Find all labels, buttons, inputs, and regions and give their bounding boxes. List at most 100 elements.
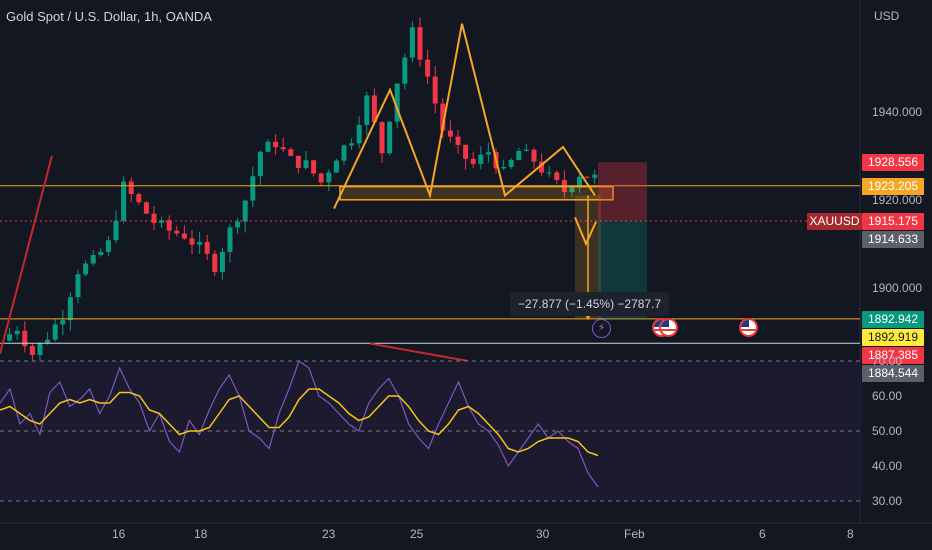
candle-body <box>166 220 172 231</box>
candle-body <box>432 76 438 104</box>
candle-body <box>470 158 476 164</box>
candle-body <box>531 149 537 162</box>
candle-body <box>455 136 461 145</box>
price-tag: 1928.556 <box>862 154 924 172</box>
time-axis-label: 6 <box>759 527 766 541</box>
candle-body <box>197 242 203 245</box>
time-axis-label: Feb <box>624 527 645 541</box>
symbol-tag: XAUUSD <box>807 213 862 231</box>
rsi-axis-label: 40.00 <box>872 459 903 473</box>
candle-body <box>569 187 575 193</box>
candle-body <box>402 57 408 84</box>
candle-body <box>204 242 210 254</box>
time-axis-label: 8 <box>847 527 854 541</box>
candle-body <box>546 172 552 174</box>
candle-body <box>371 95 377 123</box>
candle-body <box>440 103 446 131</box>
candle-body <box>409 27 415 58</box>
candle-body <box>113 220 119 241</box>
lightning-event-icon[interactable]: ⚡ <box>592 319 611 338</box>
candle-body <box>485 152 491 155</box>
time-axis-label: 16 <box>112 527 126 541</box>
candle-body <box>280 147 286 150</box>
us-flag-event-icon[interactable] <box>739 318 758 337</box>
candle-body <box>159 220 165 223</box>
rsi-axis-label: 60.00 <box>872 389 903 403</box>
candle-body <box>554 172 560 181</box>
currency-label: USD <box>874 9 900 23</box>
candle-body <box>364 95 370 125</box>
measure-readout: −27.877 (−1.45%) −2787.7 <box>510 292 670 316</box>
candle-body <box>75 274 81 298</box>
candle-body <box>295 155 301 168</box>
candle-body <box>212 253 218 273</box>
candle-body <box>303 160 309 168</box>
candle-body <box>60 320 66 325</box>
candle-body <box>379 122 385 154</box>
price-tag: 1892.919 <box>862 328 924 346</box>
candle-body <box>136 194 142 203</box>
candle-body <box>425 59 431 77</box>
trendline-up <box>0 155 53 355</box>
rsi-moving-average <box>0 388 599 457</box>
rsi-axis-label: 70.00 <box>872 354 903 368</box>
us-flag-event-icon[interactable] <box>659 318 678 337</box>
stop-loss-zone <box>598 162 647 222</box>
candles <box>7 17 598 364</box>
time-axis-label: 25 <box>410 527 424 541</box>
rsi-axis-label: 50.00 <box>872 424 903 438</box>
chart-title: Gold Spot / U.S. Dollar, 1h, OANDA <box>6 9 212 24</box>
candle-body <box>447 130 453 137</box>
candle-body <box>189 238 195 245</box>
candle-body <box>7 334 13 341</box>
price-axis-label: 1920.000 <box>872 192 923 207</box>
candle-body <box>242 200 248 222</box>
rsi-line <box>0 360 599 488</box>
price-axis-label: 1900.000 <box>872 280 923 295</box>
candle-body <box>151 213 157 223</box>
candle-body <box>174 230 180 234</box>
candle-body <box>326 172 332 183</box>
head-and-shoulders-pattern <box>333 23 596 210</box>
candle-body <box>90 254 96 264</box>
candle-body <box>143 202 149 214</box>
candle-body <box>14 330 20 335</box>
candle-body <box>417 27 423 60</box>
candle-body <box>105 240 111 252</box>
rsi-divergence-line <box>369 342 469 362</box>
candle-body <box>265 141 271 152</box>
price-tag: 1887.385 <box>862 346 924 364</box>
candle-body <box>584 176 590 178</box>
time-axis-label: 30 <box>536 527 550 541</box>
candle-body <box>181 233 187 239</box>
candle-body <box>37 342 43 355</box>
candle-body <box>98 251 104 255</box>
candle-body <box>288 149 294 156</box>
price-tag: 1914.633 <box>862 231 924 249</box>
time-axis-label: 23 <box>322 527 336 541</box>
candle-body <box>508 160 514 167</box>
candle-body <box>341 145 347 161</box>
candle-body <box>463 144 469 159</box>
candle-body <box>333 160 339 173</box>
candle-body <box>539 161 545 173</box>
neckline-zone <box>339 185 614 201</box>
candle-body <box>349 143 355 146</box>
candle-body <box>67 297 73 321</box>
candle-body <box>311 160 317 174</box>
price-tag: 1884.544 <box>862 364 924 382</box>
candle-body <box>235 221 241 228</box>
candle-body <box>29 346 35 355</box>
time-axis-label: 18 <box>194 527 208 541</box>
candle-body <box>592 174 598 178</box>
candle-body <box>52 324 58 340</box>
candle-body <box>273 141 279 148</box>
candle-body <box>121 181 127 221</box>
candle-body <box>577 176 583 188</box>
candle-body <box>22 330 28 347</box>
candle-body <box>250 176 256 201</box>
breakdown-arrow <box>574 217 597 247</box>
candle-body <box>83 263 89 275</box>
candle-body <box>227 227 233 252</box>
